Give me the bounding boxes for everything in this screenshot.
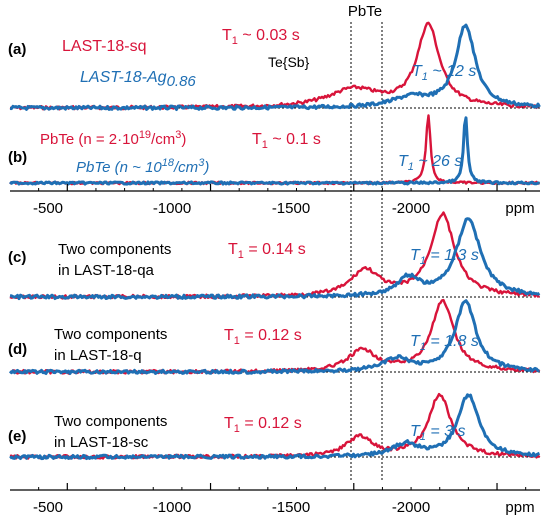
t1-blue-d: T1 = 1.8 s: [410, 333, 479, 353]
tick-label: -2000: [392, 499, 430, 516]
spectrum-e-blue: [9, 393, 541, 461]
x-axis-top: -500 -1000 -1500 -2000 ppm: [10, 184, 540, 217]
t1-blue-b: T1 ~ 26 s: [398, 153, 462, 173]
axis-unit: ppm: [505, 200, 534, 217]
series-name-blue-a: LAST-18-Ag0.86: [80, 69, 196, 90]
tick-label: -1500: [272, 200, 310, 217]
t1-red-d: T1 = 0.12 s: [224, 327, 302, 347]
panel-desc-c-1: Two components: [58, 241, 171, 258]
axis-unit: ppm: [505, 499, 534, 516]
tick-label: -500: [33, 200, 63, 217]
tesb-label: Te{Sb}: [268, 54, 310, 70]
x-axis-bottom: -500 -1000 -1500 -2000 ppm: [10, 483, 540, 516]
tick-label: -1500: [272, 499, 310, 516]
t1-blue-c: T1 = 1.3 s: [410, 247, 479, 267]
spectrum-c-blue: [9, 217, 541, 301]
panel-desc-d-2: in LAST-18-q: [54, 347, 142, 364]
series-name-red-b: PbTe (n = 2·1019/cm3): [40, 129, 186, 148]
spectrum-a-blue: [9, 23, 541, 111]
t1-red-e: T1 = 0.12 s: [224, 415, 302, 435]
t1-red-a: T1 ~ 0.03 s: [222, 27, 300, 47]
tick-label: -2000: [392, 200, 430, 217]
t1-blue-e: T1 = 3 s: [410, 423, 465, 443]
t1-blue-a: T1 ~ 12 s: [412, 63, 476, 83]
series-name-red-a: LAST-18-sq: [62, 38, 146, 55]
spectrum-b-blue: [9, 116, 540, 186]
panel-desc-e-1: Two components: [54, 413, 167, 430]
tick-label: -500: [33, 499, 63, 516]
series-name-blue-b: PbTe (n ~ 1018/cm3): [76, 157, 209, 176]
panel-label-d: (d): [8, 341, 27, 358]
panel-label-e: (e): [8, 428, 26, 445]
panel-desc-e-2: in LAST-18-sc: [54, 434, 149, 451]
panel-desc-d-1: Two components: [54, 326, 167, 343]
t1-red-b: T1 ~ 0.1 s: [252, 131, 321, 151]
panel-label-c: (c): [8, 249, 26, 266]
t1-red-c: T1 = 0.14 s: [228, 241, 306, 261]
panel-label-a: (a): [8, 41, 26, 58]
panel-desc-c-2: in LAST-18-qa: [58, 262, 155, 279]
panel-label-b: (b): [8, 149, 27, 166]
pbte-label: PbTe: [348, 3, 382, 20]
tick-label: -1000: [153, 200, 191, 217]
spectrum-d-blue: [8, 299, 540, 375]
tick-label: -1000: [153, 499, 191, 516]
